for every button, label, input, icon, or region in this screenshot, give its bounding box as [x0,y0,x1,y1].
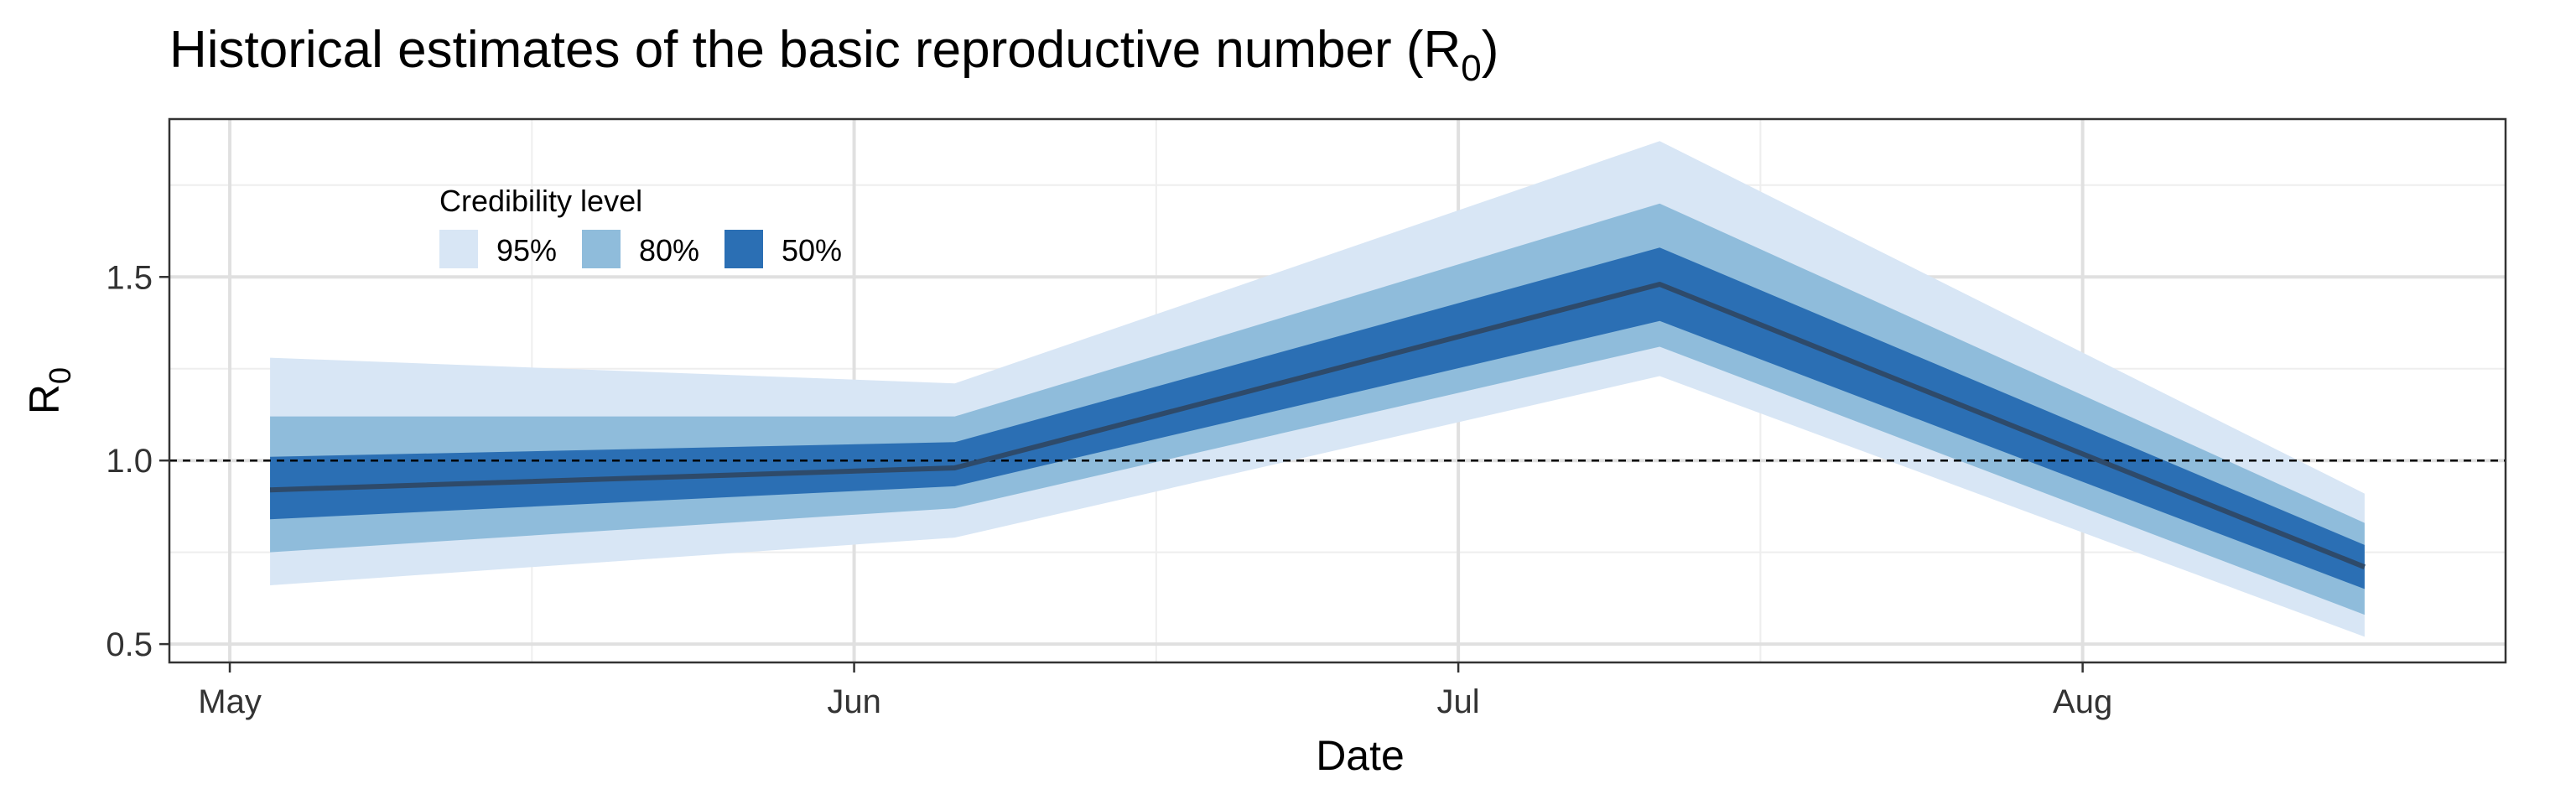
credible-interval-bands [270,141,2365,637]
band-50-percent [270,247,2365,589]
legend-swatch-50-percent [724,230,763,268]
x-tick-label: May [198,683,262,720]
y-axis-ticks: 0.5 1.0 1.5 [106,259,169,663]
band-80-percent [270,203,2365,615]
median-line [269,282,2366,569]
chart-title: Historical estimates of the basic reprod… [169,21,1498,89]
x-tick-label: Jun [827,683,881,720]
legend: Credibility level 95% 80% 50% [439,184,842,268]
legend-entries: 95% 80% 50% [439,230,842,268]
legend-swatch-80-percent [582,230,621,268]
plot-panel-border [168,117,2507,664]
x-tick-label: Jul [1437,683,1480,720]
legend-swatch-95-percent [439,230,478,268]
legend-label-50-percent: 50% [782,233,842,267]
y-tick-label: 1.5 [106,259,153,296]
x-axis-title: Date [1316,732,1405,779]
x-axis-ticks: May Jun Jul Aug [198,662,2112,720]
median-line-layer [269,282,2366,569]
legend-label-80-percent: 80% [639,233,699,267]
y-tick-label: 1.0 [106,443,153,480]
legend-label-95-percent: 95% [496,233,557,267]
y-axis-title: R0 [21,367,77,414]
legend-title: Credibility level [439,184,642,218]
x-tick-label: Aug [2053,683,2112,720]
y-tick-label: 0.5 [106,626,153,663]
